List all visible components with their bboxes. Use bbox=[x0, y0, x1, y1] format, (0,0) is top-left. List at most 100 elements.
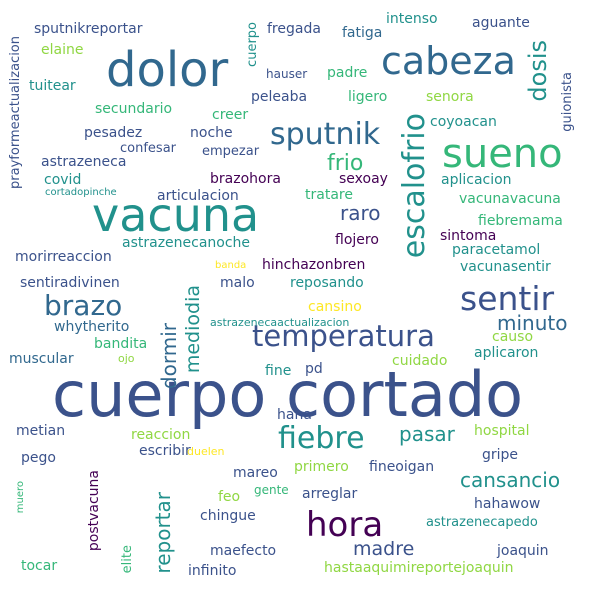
word-fatiga: fatiga bbox=[342, 25, 383, 41]
word-dolor: dolor bbox=[106, 42, 229, 98]
word-hastaaquimireportejoaquin: hastaaquimireportejoaquin bbox=[324, 560, 514, 576]
word-hospital: hospital bbox=[474, 423, 530, 439]
word-arreglar: arreglar bbox=[302, 486, 358, 502]
word-cansino: cansino bbox=[308, 299, 362, 315]
word-fiebre: fiebre bbox=[278, 421, 365, 456]
word-hauser: hauser bbox=[266, 67, 308, 81]
word-sexoay: sexoay bbox=[339, 171, 388, 187]
word-flojero: flojero bbox=[335, 232, 379, 248]
word-duelen: duelen bbox=[187, 445, 225, 458]
word-metian: metian bbox=[16, 423, 66, 439]
word-sentir: sentir bbox=[460, 279, 555, 318]
word-brazo: brazo bbox=[44, 289, 123, 322]
word-noche: noche bbox=[190, 125, 233, 141]
word-gripe: gripe bbox=[482, 447, 519, 463]
word-senora: senora bbox=[426, 89, 474, 105]
word-postvacuna: postvacuna bbox=[86, 470, 102, 552]
word-raro: raro bbox=[340, 201, 381, 225]
word-muscular: muscular bbox=[9, 351, 74, 367]
word-articulacion: articulacion bbox=[157, 188, 239, 204]
word-covid: covid bbox=[44, 172, 82, 188]
word-padre: padre bbox=[327, 65, 368, 81]
word-secundario: secundario bbox=[95, 101, 173, 117]
word-fregada: fregada bbox=[267, 21, 321, 37]
word-malo: malo bbox=[220, 275, 255, 291]
word-dormir: dormir bbox=[157, 323, 181, 390]
word-causo: causo bbox=[492, 329, 534, 345]
word-muero: muero bbox=[15, 481, 26, 514]
word-aguante: aguante bbox=[472, 15, 530, 31]
word-escribir: escribir bbox=[139, 443, 191, 459]
word-pd: pd bbox=[305, 361, 323, 377]
word-sintoma: sintoma bbox=[440, 228, 497, 244]
word-sputnikreportar: sputnikreportar bbox=[34, 21, 143, 37]
word-joaquin: joaquin bbox=[497, 543, 549, 559]
word-empezar: empezar bbox=[202, 144, 260, 159]
word-cuidado: cuidado bbox=[392, 353, 448, 369]
word-cansancio: cansancio bbox=[460, 468, 561, 492]
word-brazohora: brazohora bbox=[210, 171, 281, 187]
word-tuitear: tuitear bbox=[29, 78, 76, 94]
word-escalofrio: escalofrio bbox=[397, 113, 432, 259]
word-infinito: infinito bbox=[188, 563, 237, 579]
word-creer: creer bbox=[212, 107, 249, 123]
word-fineoigan: fineoigan bbox=[369, 459, 435, 475]
word-hahawow: hahawow bbox=[474, 496, 541, 512]
word-primero: primero bbox=[294, 459, 349, 475]
word-cortadopinche: cortadopinche bbox=[45, 187, 117, 198]
word-pesadez: pesadez bbox=[84, 125, 143, 141]
word-vacunavacuna: vacunavacuna bbox=[459, 191, 561, 207]
word-confesar: confesar bbox=[120, 141, 176, 156]
word-reportar: reportar bbox=[151, 492, 175, 574]
word-mediodia: mediodia bbox=[182, 285, 204, 374]
word-tratare: tratare bbox=[305, 187, 353, 203]
word-paracetamol: paracetamol bbox=[452, 242, 541, 258]
word-guionista: guionista bbox=[560, 72, 575, 132]
word-pasar: pasar bbox=[399, 422, 455, 446]
word-reposando: reposando bbox=[290, 275, 364, 291]
word-hora: hora bbox=[306, 505, 384, 545]
word-cuerpo-cortado: cuerpo cortado bbox=[52, 358, 524, 431]
word-temperatura: temperatura bbox=[252, 319, 435, 353]
word-frio: frio bbox=[327, 151, 364, 176]
word-ligero: ligero bbox=[348, 89, 388, 105]
word-sputnik: sputnik bbox=[270, 117, 381, 152]
word-elaine: elaine bbox=[41, 42, 84, 58]
word-dosis: dosis bbox=[524, 40, 552, 102]
word-feo: feo bbox=[218, 489, 241, 505]
word-fiebremama: fiebremama bbox=[478, 213, 563, 229]
word-fine: fine bbox=[265, 363, 292, 379]
word-peleaba: peleaba bbox=[251, 89, 308, 105]
word-cabeza: cabeza bbox=[381, 39, 516, 83]
word-chingue: chingue bbox=[200, 508, 256, 524]
word-mareo: mareo bbox=[233, 465, 278, 481]
word-astrazenecanoche: astrazenecanoche bbox=[122, 235, 251, 251]
word-astrazeneca: astrazeneca bbox=[41, 154, 127, 170]
word-vacuna: vacuna bbox=[92, 188, 260, 242]
word-ojo: ojo bbox=[118, 352, 135, 365]
word-aplicacion: aplicacion bbox=[441, 172, 512, 188]
word-cuerpo-small: cuerpo bbox=[245, 22, 260, 67]
word-haha: haha bbox=[277, 407, 312, 423]
word-astrazenecaactualizacion: astrazenecaactualizacion bbox=[210, 316, 350, 329]
word-sentiradivinen: sentiradivinen bbox=[20, 275, 120, 291]
word-astrazenecapedo: astrazenecapedo bbox=[426, 515, 538, 530]
word-minuto: minuto bbox=[497, 311, 568, 335]
word-reaccion: reaccion bbox=[131, 427, 191, 443]
word-pego: pego bbox=[21, 450, 56, 466]
word-bandita: bandita bbox=[94, 336, 148, 352]
word-vacunasentir: vacunasentir bbox=[460, 259, 551, 275]
word-gente: gente bbox=[254, 483, 289, 497]
word-madre: madre bbox=[353, 538, 415, 560]
word-sueno: sueno bbox=[442, 131, 563, 177]
word-prayformeactualizacion: prayformeactualizacion bbox=[8, 36, 23, 189]
word-maefecto: maefecto bbox=[210, 543, 277, 559]
word-hinchazonbren: hinchazonbren bbox=[262, 257, 366, 273]
word-coyoacan: coyoacan bbox=[430, 114, 497, 130]
word-banda: banda bbox=[215, 260, 247, 271]
word-morirreaccion: morirreaccion bbox=[15, 249, 112, 265]
word-tocar: tocar bbox=[21, 558, 58, 574]
word-elite: elite bbox=[120, 545, 135, 574]
word-aplicaron: aplicaron bbox=[474, 345, 539, 361]
